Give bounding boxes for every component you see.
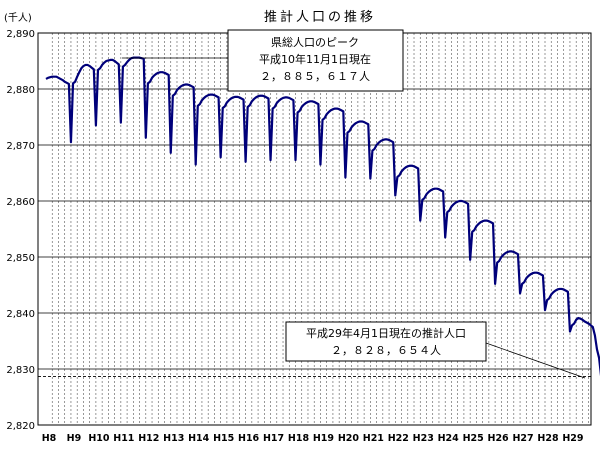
y-tick-label: 2,830	[6, 365, 35, 376]
x-axis-tick-labels: H8 H9 H10 H11 H12 H13 H14 H15 H16 H17 H18 H19 H20 H21…	[42, 433, 584, 444]
x-tick-label: H27	[512, 433, 533, 444]
peak-annotation-box	[227, 29, 404, 92]
x-tick-label: H18	[288, 433, 310, 444]
peak-annotation-line-2: 平成10年11月1日現在	[259, 52, 371, 66]
x-tick-label: H22	[388, 433, 409, 444]
chart-title: 推計人口の推移	[264, 9, 376, 25]
x-tick-label: H11	[113, 433, 134, 444]
y-tick-label: 2,820	[6, 421, 35, 432]
y-axis-tick-labels: 2,890 2,880 2,870 2,860 2,850 2,840 2,830 2,820	[6, 29, 35, 432]
latest-annotation-line-2: ２，８２８，６５４人	[331, 344, 441, 357]
peak-annotation-line-1: 県総人口のピーク	[271, 35, 359, 49]
x-tick-label: H19	[313, 433, 334, 444]
y-tick-label: 2,870	[6, 141, 35, 152]
x-tick-label: H28	[537, 433, 559, 444]
x-tick-label: H9	[67, 433, 82, 444]
y-tick-label: 2,890	[6, 29, 35, 40]
x-tick-label: H12	[138, 433, 159, 444]
x-tick-label: H26	[488, 433, 510, 444]
peak-annotation-line-3: ２，８８５，６１７人	[260, 70, 370, 83]
y-tick-label: 2,840	[6, 309, 35, 320]
y-axis-unit-label: (千人)	[4, 12, 32, 24]
x-tick-label: H17	[263, 433, 284, 444]
latest-annotation-box	[285, 321, 487, 362]
x-tick-label: H13	[163, 433, 184, 444]
latest-annotation-leader	[485, 342, 586, 379]
x-tick-label: H24	[438, 433, 460, 444]
latest-annotation-line-1: 平成29年4月1日現在の推計人口	[306, 326, 466, 340]
y-tick-label: 2,880	[6, 85, 35, 96]
x-tick-label: H8	[42, 433, 57, 444]
x-tick-label: H23	[413, 433, 434, 444]
x-tick-label: H21	[363, 433, 384, 444]
x-tick-label: H10	[88, 433, 110, 444]
x-tick-label: H16	[238, 433, 260, 444]
x-tick-label: H14	[188, 433, 210, 444]
x-tick-label: H25	[463, 433, 484, 444]
vertical-gridlines	[51, 33, 589, 425]
y-tick-label: 2,860	[6, 197, 35, 208]
x-tick-label: H29	[562, 433, 583, 444]
x-tick-label: H20	[338, 433, 360, 444]
x-tick-label: H15	[213, 433, 234, 444]
y-tick-label: 2,850	[6, 253, 35, 264]
